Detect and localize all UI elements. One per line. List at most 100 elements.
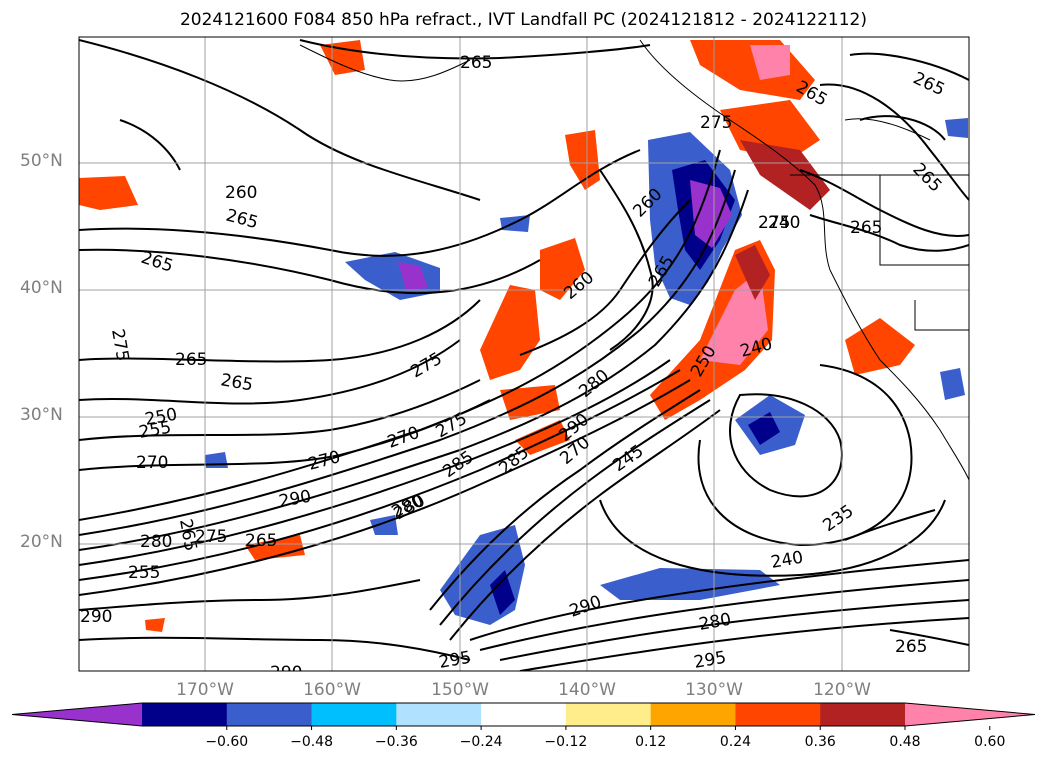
longitude-label: 150°W	[431, 680, 489, 700]
longitude-label: 170°W	[176, 680, 234, 700]
colorbar-tick-label: 0.60	[974, 734, 1006, 750]
colorbar-tick-label: 0.12	[635, 734, 667, 750]
positive-anomaly-core	[700, 270, 768, 365]
colorbar-tick-label: −0.24	[459, 734, 503, 750]
positive-anomaly-patch	[245, 535, 305, 560]
latitude-label: 50°N	[20, 151, 63, 171]
border-line	[914, 300, 969, 331]
contour-line	[889, 629, 969, 646]
colorbar-segment	[396, 703, 482, 726]
contour-line	[79, 636, 471, 661]
positive-anomaly-dark	[735, 245, 770, 300]
negative-anomaly-patch	[940, 368, 965, 400]
contour-line	[299, 39, 651, 60]
contour-label: 265	[245, 531, 277, 551]
coastlines	[299, 39, 969, 481]
contour-label: 290	[270, 663, 302, 683]
contour-line	[79, 189, 749, 551]
colorbar-segment	[820, 703, 906, 726]
contour-line	[519, 617, 969, 671]
map-title: 2024121600 F084 850 hPa refract., IVT La…	[179, 10, 867, 30]
positive-anomaly-patch	[750, 45, 790, 80]
longitude-label: 120°W	[813, 680, 871, 700]
colorbar-tick-label: −0.60	[205, 734, 249, 750]
colorbar-segment	[142, 703, 228, 726]
positive-anomaly-patch	[740, 140, 830, 210]
latitude-label: 20°N	[20, 532, 63, 552]
contour-line	[79, 379, 691, 596]
contour-label: 280	[140, 532, 172, 552]
colorbar-segment	[311, 703, 397, 726]
contour-label: 290	[80, 607, 112, 627]
negative-anomaly-west-core	[398, 262, 428, 290]
contour-line	[79, 579, 421, 611]
contour-line	[599, 169, 654, 351]
contour-line	[849, 52, 969, 81]
contour-label: 295	[692, 648, 727, 673]
positive-anomaly-patch	[540, 238, 585, 300]
colorbar-segment	[650, 703, 736, 726]
negative-anomaly-east-core	[748, 412, 780, 445]
contour-line	[729, 393, 843, 498]
contour-label: 255	[128, 563, 160, 583]
contour-line	[439, 399, 711, 626]
colorbar-tick-label: −0.12	[544, 734, 588, 750]
contour-line	[599, 499, 946, 577]
contour-line	[859, 115, 946, 141]
colorbar-tick-label: −0.48	[290, 734, 333, 750]
contour-label: 265	[895, 637, 927, 657]
colorbar-segment	[481, 703, 567, 726]
contour-line	[79, 369, 681, 581]
contour-line	[499, 599, 969, 661]
contour-line	[79, 149, 721, 521]
negative-anomaly-patch	[945, 118, 968, 138]
contour-line	[79, 379, 481, 441]
colorbar-tick-label: −0.36	[374, 734, 418, 750]
contour-line	[844, 509, 936, 541]
negative-anomaly-band	[600, 568, 780, 600]
contour-label: 275	[195, 527, 227, 547]
colorbar-segment	[565, 703, 652, 726]
contour-line	[79, 149, 641, 257]
longitude-label: 140°W	[558, 680, 616, 700]
colorbar-tick-label: 0.24	[719, 734, 752, 750]
coastline	[844, 118, 931, 141]
contour-label: 275	[700, 113, 732, 133]
contour-line	[819, 83, 969, 201]
contour-line	[119, 119, 181, 171]
colorbar-extend-max	[905, 703, 1035, 726]
contour-line	[79, 399, 491, 471]
latitude-label: 30°N	[20, 405, 63, 425]
coastline	[639, 39, 969, 481]
contour-label: 265	[460, 53, 492, 73]
coastline	[299, 44, 471, 82]
negative-anomaly-south-core	[490, 570, 515, 615]
positive-anomaly-patch	[320, 40, 365, 75]
contour-line	[79, 299, 481, 363]
refractivity-contours	[79, 39, 969, 671]
contour-line	[79, 169, 736, 536]
colorbar-tick-label: 0.48	[889, 734, 921, 750]
map-frame	[78, 36, 970, 672]
contour-line	[809, 214, 969, 252]
colorbar-tick-label: 0.36	[804, 734, 836, 750]
colorbar-segment	[226, 703, 313, 726]
longitude-label: 160°W	[303, 680, 361, 700]
latitude-label: 40°N	[20, 278, 63, 298]
positive-anomaly-patch	[515, 420, 570, 455]
longitude-label: 130°W	[685, 680, 743, 700]
contour-line	[79, 39, 481, 201]
colorbar-extend-min	[12, 703, 142, 726]
contour-line	[479, 579, 969, 651]
positive-anomaly-patch	[145, 618, 165, 632]
contour-line	[449, 409, 721, 641]
strong-negative-core	[690, 180, 732, 248]
contour-label: 260	[225, 183, 257, 203]
contour-label: 295	[437, 648, 472, 673]
colorbar-outline	[11, 702, 1036, 727]
contour-line	[697, 364, 913, 547]
contour-line	[79, 248, 541, 295]
contour-label: 275	[758, 213, 790, 233]
contour-line	[79, 339, 461, 405]
